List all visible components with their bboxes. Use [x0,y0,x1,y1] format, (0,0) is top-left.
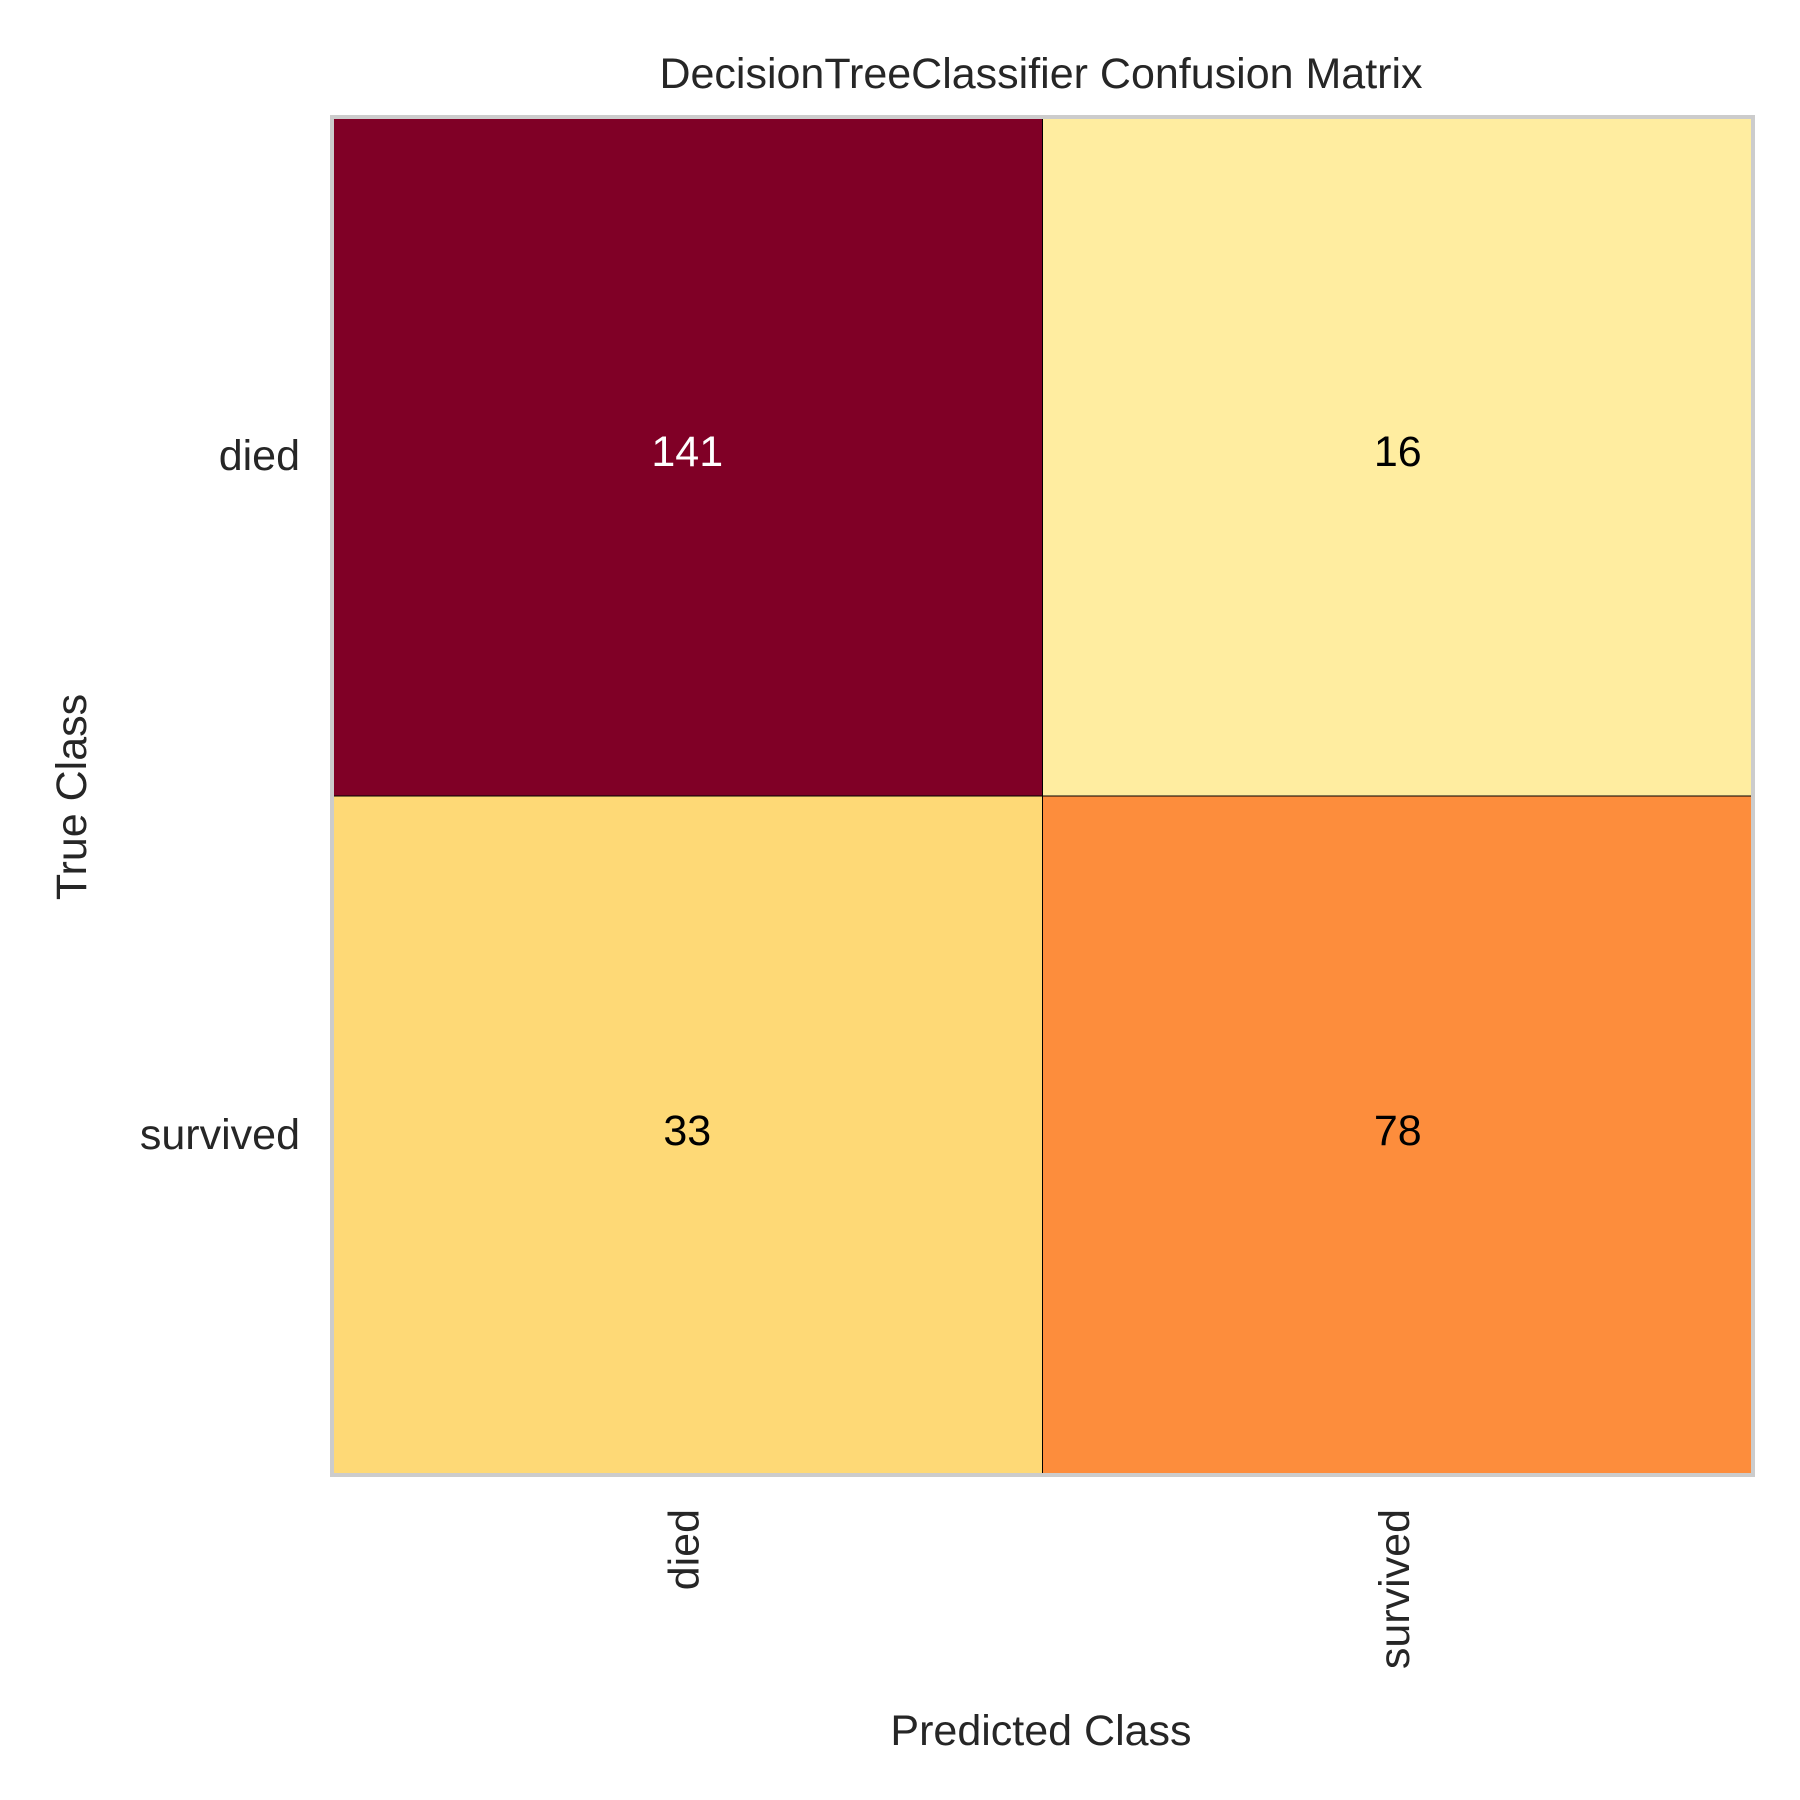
x-axis-label: Predicted Class [890,1707,1191,1755]
y-axis-label: True Class [48,694,96,900]
y-axis-tick-labels: died survived [140,432,300,1159]
heatmap-cell-died-died [331,116,1043,797]
cell-value-died-survived: 16 [1374,428,1422,476]
x-tick-label-survived: survived [1371,1509,1419,1669]
heatmap-cells [331,116,1754,1476]
heatmap-cell-survived-died [331,795,1043,1476]
cell-value-survived-survived: 78 [1374,1107,1422,1155]
cell-value-died-died: 141 [651,428,723,476]
x-tick-label-died: died [661,1509,709,1590]
heatmap-cell-survived-survived [1042,795,1754,1476]
chart-title: DecisionTreeClassifier Confusion Matrix [659,50,1423,98]
plot-frame [330,115,1755,1477]
heatmap-cell-died-survived [1042,116,1754,797]
y-tick-label-survived: survived [140,1111,300,1159]
x-axis-tick-labels: died survived [661,1509,1420,1669]
heatmap-cell-labels: 141 16 33 78 [651,428,1421,1155]
y-tick-label-died: died [219,432,300,480]
cell-value-survived-died: 33 [663,1107,711,1155]
